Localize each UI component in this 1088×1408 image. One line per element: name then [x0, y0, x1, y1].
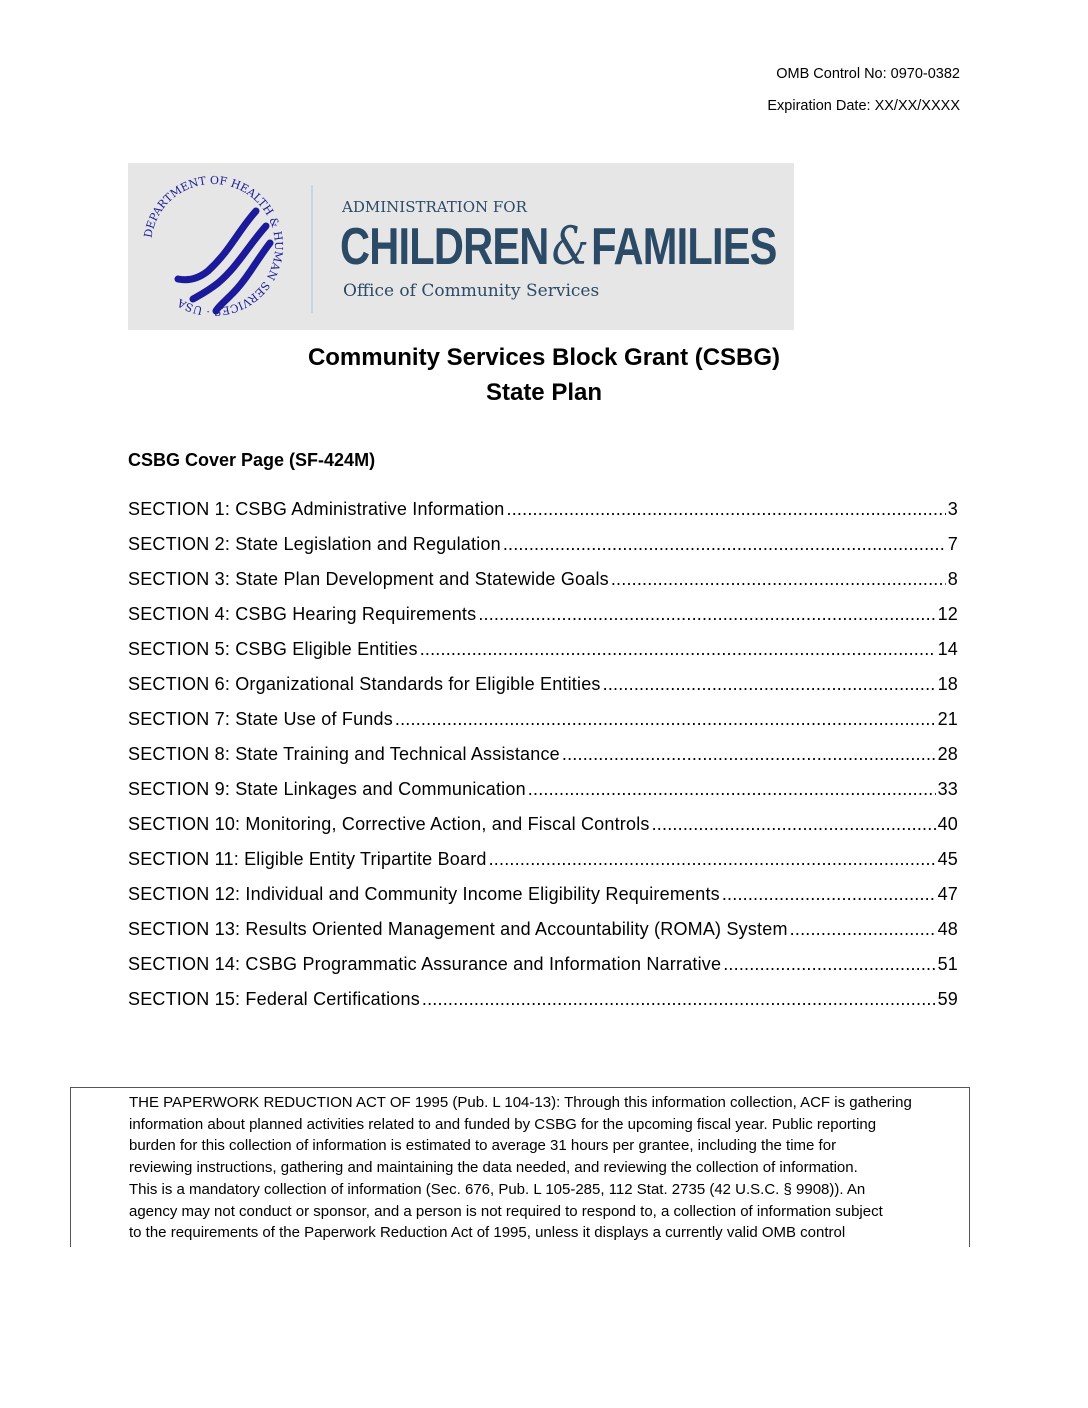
notice-line: THE PAPERWORK REDUCTION ACT OF 1995 (Pub…: [129, 1094, 912, 1111]
dot-leader: [503, 534, 946, 555]
logo-families: FAMILIES: [591, 218, 777, 276]
logo-ampersand: &: [551, 217, 589, 277]
dot-leader: [528, 779, 936, 800]
toc-page-number: 21: [937, 709, 958, 729]
toc-label: SECTION 12: Individual and Community Inc…: [128, 884, 720, 904]
toc-page-number: 33: [937, 779, 958, 799]
dot-leader: [507, 499, 946, 520]
toc-entry[interactable]: SECTION 1: CSBG Administrative Informati…: [128, 492, 958, 527]
toc-label: SECTION 11: Eligible Entity Tripartite B…: [128, 849, 487, 869]
toc-entry[interactable]: SECTION 10: Monitoring, Corrective Actio…: [128, 807, 958, 842]
toc-entry[interactable]: SECTION 4: CSBG Hearing Requirements 12: [128, 597, 958, 632]
document-title: Community Services Block Grant (CSBG): [307, 344, 781, 371]
toc-page-number: 45: [937, 849, 958, 869]
divider: [311, 185, 313, 313]
dot-leader: [723, 954, 935, 975]
toc-entry[interactable]: SECTION 9: State Linkages and Communicat…: [128, 772, 958, 807]
toc-label: SECTION 9: State Linkages and Communicat…: [128, 779, 526, 799]
toc-label: SECTION 5: CSBG Eligible Entities: [128, 639, 418, 659]
toc-page-number: 8: [947, 569, 958, 589]
toc-label: SECTION 8: State Training and Technical …: [128, 744, 560, 764]
acf-logo-banner: DEPARTMENT OF HEALTH & HUMAN SERVICES · …: [128, 163, 794, 330]
toc-page-number: 48: [937, 919, 958, 939]
toc-page-number: 51: [937, 954, 958, 974]
toc-page-number: 12: [937, 604, 958, 624]
toc-entry[interactable]: SECTION 14: CSBG Programmatic Assurance …: [128, 947, 958, 982]
toc-label: SECTION 1: CSBG Administrative Informati…: [128, 499, 505, 519]
notice-line: This is a mandatory collection of inform…: [129, 1180, 866, 1198]
dot-leader: [489, 849, 936, 870]
toc-page-number: 28: [937, 744, 958, 764]
toc-label: SECTION 3: State Plan Development and St…: [128, 569, 609, 589]
toc-label: SECTION 4: CSBG Hearing Requirements: [128, 604, 477, 624]
toc-entry[interactable]: SECTION 11: Eligible Entity Tripartite B…: [128, 842, 958, 877]
logo-office: Office of Community Services: [343, 281, 600, 301]
toc-page-number: 14: [937, 639, 958, 659]
toc-page-number: 3: [947, 499, 958, 519]
expiration-date: Expiration Date: XX/XX/XXXX: [767, 98, 960, 114]
toc-page-number: 7: [947, 534, 958, 554]
toc-label: SECTION 2: State Legislation and Regulat…: [128, 534, 501, 554]
toc-label: SECTION 6: Organizational Standards for …: [128, 674, 601, 694]
toc-entry[interactable]: SECTION 12: Individual and Community Inc…: [128, 877, 958, 912]
dot-leader: [562, 744, 936, 765]
notice-line: information about planned activities rel…: [129, 1115, 877, 1133]
dot-leader: [790, 919, 936, 940]
toc-label: SECTION 13: Results Oriented Management …: [128, 919, 788, 939]
paperwork-reduction-notice: THE PAPERWORK REDUCTION ACT OF 1995 (Pub…: [70, 1087, 970, 1247]
toc-label: SECTION 15: Federal Certifications: [128, 989, 420, 1009]
table-of-contents: SECTION 1: CSBG Administrative Informati…: [128, 492, 958, 1017]
dot-leader: [722, 884, 936, 905]
toc-entry[interactable]: SECTION 7: State Use of Funds 21: [128, 702, 958, 737]
toc-page-number: 40: [937, 814, 958, 834]
toc-entry[interactable]: SECTION 5: CSBG Eligible Entities 14: [128, 632, 958, 667]
toc-page-number: 47: [937, 884, 958, 904]
toc-entry[interactable]: SECTION 13: Results Oriented Management …: [128, 912, 958, 947]
toc-label: SECTION 7: State Use of Funds: [128, 709, 393, 729]
dot-leader: [395, 709, 936, 730]
toc-entry[interactable]: SECTION 2: State Legislation and Regulat…: [128, 527, 958, 562]
logo-administration-for: ADMINISTRATION FOR: [342, 198, 527, 216]
dot-leader: [420, 639, 936, 660]
document-subtitle: State Plan: [485, 379, 603, 406]
dot-leader: [603, 674, 936, 695]
notice-line: reviewing instructions, gathering and ma…: [129, 1159, 858, 1177]
toc-entry[interactable]: SECTION 15: Federal Certifications 59: [128, 982, 958, 1017]
toc-entry[interactable]: SECTION 3: State Plan Development and St…: [128, 562, 958, 597]
logo-children-families: CHILDREN&FAMILIES: [340, 221, 777, 273]
toc-entry[interactable]: SECTION 8: State Training and Technical …: [128, 737, 958, 772]
dot-leader: [422, 989, 936, 1010]
dot-leader: [652, 814, 936, 835]
notice-line: to the requirements of the Paperwork Red…: [129, 1224, 846, 1242]
logo-children: CHILDREN: [340, 218, 549, 276]
toc-page-number: 18: [937, 674, 958, 694]
dot-leader: [611, 569, 946, 590]
notice-line: agency may not conduct or sponsor, and a…: [129, 1202, 883, 1220]
omb-control-number: OMB Control No: 0970-0382: [776, 66, 960, 82]
cover-page-heading: CSBG Cover Page (SF-424M): [128, 450, 376, 470]
toc-label: SECTION 10: Monitoring, Corrective Actio…: [128, 814, 650, 834]
toc-page-number: 59: [937, 989, 958, 1009]
toc-label: SECTION 14: CSBG Programmatic Assurance …: [128, 954, 722, 974]
toc-entry[interactable]: SECTION 6: Organizational Standards for …: [128, 667, 958, 702]
notice-line: burden for this collection of informatio…: [129, 1137, 837, 1155]
dot-leader: [478, 604, 935, 625]
hhs-seal-icon: DEPARTMENT OF HEALTH & HUMAN SERVICES · …: [142, 174, 285, 318]
